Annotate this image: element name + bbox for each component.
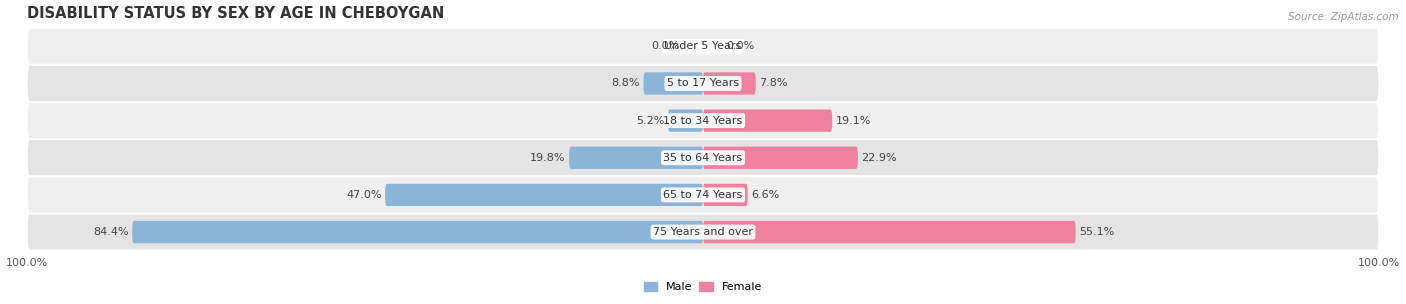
FancyBboxPatch shape [703, 72, 756, 95]
Text: 55.1%: 55.1% [1078, 227, 1115, 237]
Text: Under 5 Years: Under 5 Years [665, 41, 741, 51]
FancyBboxPatch shape [703, 109, 832, 132]
FancyBboxPatch shape [27, 102, 1379, 139]
Text: 18 to 34 Years: 18 to 34 Years [664, 116, 742, 126]
FancyBboxPatch shape [27, 176, 1379, 213]
Text: 35 to 64 Years: 35 to 64 Years [664, 153, 742, 163]
FancyBboxPatch shape [703, 184, 748, 206]
Text: 5.2%: 5.2% [636, 116, 665, 126]
Text: 65 to 74 Years: 65 to 74 Years [664, 190, 742, 200]
Text: Source: ZipAtlas.com: Source: ZipAtlas.com [1288, 12, 1399, 22]
FancyBboxPatch shape [27, 139, 1379, 176]
FancyBboxPatch shape [27, 28, 1379, 65]
Text: 6.6%: 6.6% [751, 190, 779, 200]
FancyBboxPatch shape [569, 147, 703, 169]
Text: 19.1%: 19.1% [835, 116, 870, 126]
Text: 0.0%: 0.0% [727, 41, 755, 51]
Text: 5 to 17 Years: 5 to 17 Years [666, 78, 740, 88]
FancyBboxPatch shape [385, 184, 703, 206]
Legend: Male, Female: Male, Female [640, 278, 766, 297]
FancyBboxPatch shape [703, 221, 1076, 243]
FancyBboxPatch shape [132, 221, 703, 243]
Text: 0.0%: 0.0% [651, 41, 679, 51]
Text: 19.8%: 19.8% [530, 153, 565, 163]
FancyBboxPatch shape [703, 147, 858, 169]
FancyBboxPatch shape [668, 109, 703, 132]
Text: 7.8%: 7.8% [759, 78, 787, 88]
Text: DISABILITY STATUS BY SEX BY AGE IN CHEBOYGAN: DISABILITY STATUS BY SEX BY AGE IN CHEBO… [27, 5, 444, 21]
Text: 8.8%: 8.8% [612, 78, 640, 88]
Text: 75 Years and over: 75 Years and over [652, 227, 754, 237]
FancyBboxPatch shape [644, 72, 703, 95]
Text: 84.4%: 84.4% [93, 227, 129, 237]
FancyBboxPatch shape [27, 213, 1379, 250]
FancyBboxPatch shape [27, 65, 1379, 102]
Text: 22.9%: 22.9% [862, 153, 897, 163]
Text: 47.0%: 47.0% [346, 190, 382, 200]
